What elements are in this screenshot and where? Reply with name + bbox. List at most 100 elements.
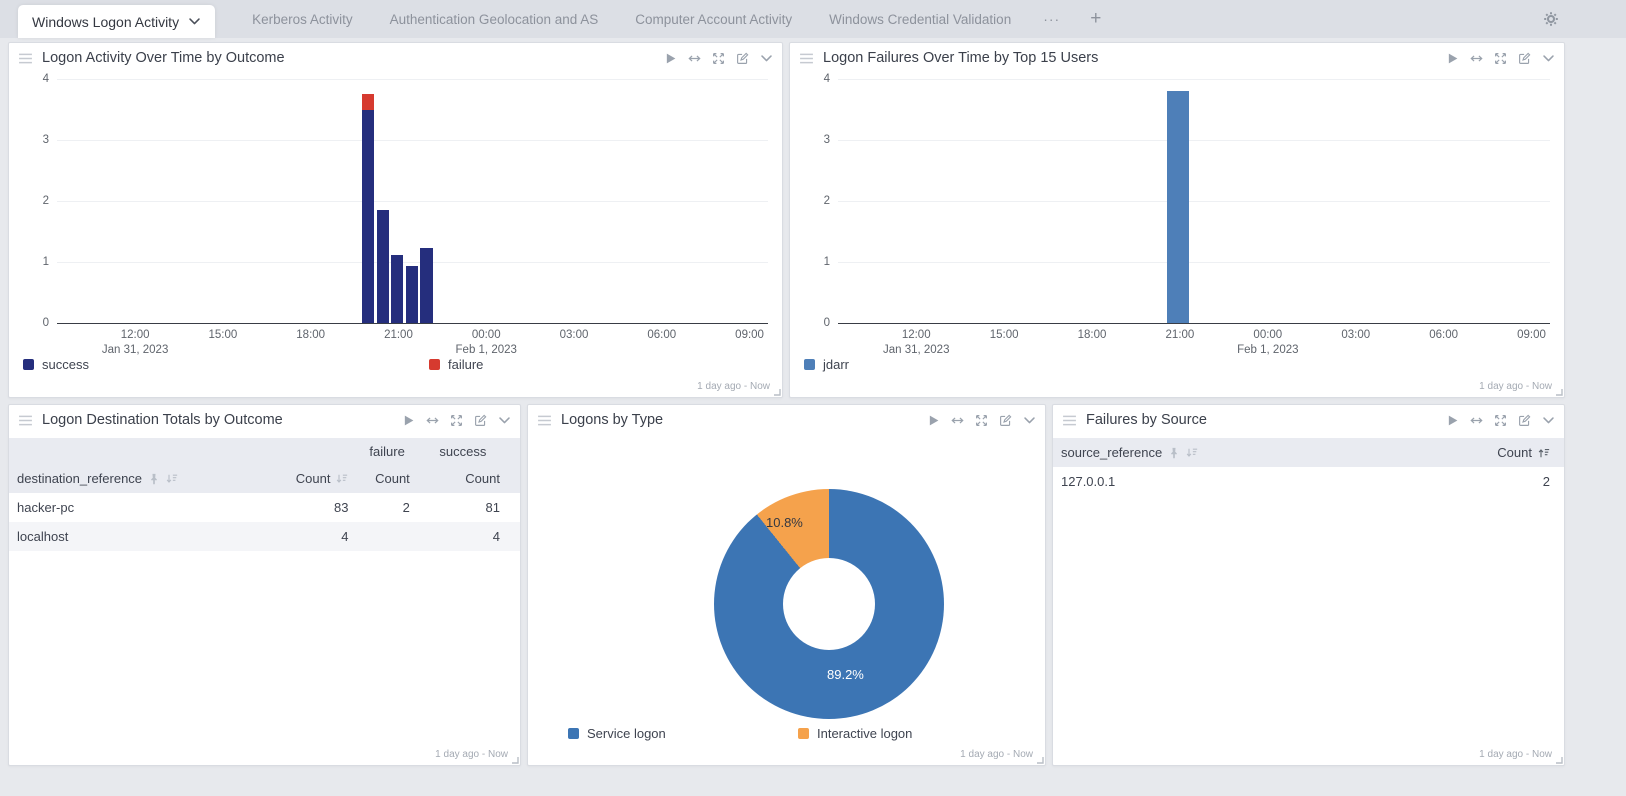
resize-handle-icon[interactable]	[1555, 388, 1563, 396]
expand-horizontal-icon[interactable]	[1470, 414, 1483, 427]
expand-horizontal-icon[interactable]	[688, 52, 701, 65]
gridline	[57, 140, 768, 141]
bar-segment-failure[interactable]	[362, 94, 374, 109]
panel-title: Logon Failures Over Time by Top 15 Users	[823, 50, 1098, 66]
add-tab-button[interactable]: +	[1090, 8, 1101, 30]
drag-handle-icon[interactable]	[799, 53, 814, 64]
panel-actions	[927, 414, 1036, 427]
plot-area	[57, 79, 768, 324]
play-icon[interactable]	[1446, 414, 1459, 427]
time-range-badge[interactable]: 1 day ago - Now	[1479, 381, 1552, 392]
sort-down-icon[interactable]	[1186, 447, 1198, 459]
legend-item-service-logon[interactable]: Service logon	[568, 726, 666, 741]
drag-handle-icon[interactable]	[18, 53, 33, 64]
gridline	[838, 140, 1550, 141]
failure-swatch	[429, 359, 440, 370]
column-header-count[interactable]: Count	[1400, 438, 1564, 467]
count-cell: 2	[1400, 467, 1564, 496]
fullscreen-icon[interactable]	[1494, 52, 1507, 65]
x-axis-tick: 12:00Jan 31, 2023	[102, 329, 169, 356]
fullscreen-icon[interactable]	[450, 414, 463, 427]
play-icon[interactable]	[927, 414, 940, 427]
tab-computer-account-activity[interactable]: Computer Account Activity	[635, 12, 792, 27]
chevron-down-icon[interactable]	[498, 414, 511, 427]
column-header-failure-count[interactable]: Count	[356, 464, 417, 493]
chevron-down-icon[interactable]	[1023, 414, 1036, 427]
legend-item-success[interactable]: success	[23, 357, 89, 372]
resize-handle-icon[interactable]	[511, 756, 519, 764]
expand-horizontal-icon[interactable]	[1470, 52, 1483, 65]
y-axis-label: 0	[19, 317, 49, 329]
expand-horizontal-icon[interactable]	[951, 414, 964, 427]
panel-title: Logon Activity Over Time by Outcome	[42, 50, 285, 66]
edit-icon[interactable]	[1518, 52, 1531, 65]
panel-logon-failures-over-time: Logon Failures Over Time by Top 15 Users…	[789, 42, 1565, 398]
count-cell: 4	[275, 522, 357, 551]
x-axis-tick: 15:00	[990, 329, 1019, 341]
time-range-badge[interactable]: 1 day ago - Now	[435, 749, 508, 760]
bar-segment-success[interactable]	[391, 255, 403, 323]
success-count-cell: 4	[418, 522, 520, 551]
drag-handle-icon[interactable]	[18, 415, 33, 426]
failures-by-source-table: source_reference Count 127.0.0.1 2	[1053, 438, 1564, 496]
x-axis-tick: 03:00	[560, 329, 589, 341]
donut-chart[interactable]: 10.8% 89.2%	[714, 489, 944, 719]
x-axis-tick: 09:00	[1517, 329, 1546, 341]
sort-down-icon[interactable]	[166, 473, 178, 485]
play-icon[interactable]	[664, 52, 677, 65]
fullscreen-icon[interactable]	[1494, 414, 1507, 427]
time-range-badge[interactable]: 1 day ago - Now	[1479, 749, 1552, 760]
column-header-destination-reference[interactable]: destination_reference	[9, 464, 275, 493]
bar-segment-success[interactable]	[420, 248, 432, 323]
pin-icon[interactable]	[148, 473, 160, 485]
panel-logons-by-type: Logons by Type 10.8% 89.2% Service logon…	[527, 404, 1046, 766]
bar-segment-success[interactable]	[406, 266, 418, 323]
bar-segment-jdarr[interactable]	[1167, 91, 1189, 323]
fullscreen-icon[interactable]	[712, 52, 725, 65]
sort-down-icon[interactable]	[336, 473, 348, 485]
sort-up-icon[interactable]	[1538, 447, 1550, 459]
service-logon-swatch	[568, 728, 579, 739]
legend-item-jdarr[interactable]: jdarr	[804, 357, 849, 372]
destination-totals-table: failure success destination_reference Co…	[9, 438, 520, 551]
tab-authentication-geolocation[interactable]: Authentication Geolocation and AS	[390, 12, 599, 27]
time-range-badge[interactable]: 1 day ago - Now	[960, 749, 1033, 760]
resize-handle-icon[interactable]	[1555, 756, 1563, 764]
chevron-down-icon[interactable]	[760, 52, 773, 65]
column-header-success-count[interactable]: Count	[418, 464, 520, 493]
chevron-down-icon[interactable]	[1542, 52, 1555, 65]
slice-label-interactive: 10.8%	[766, 515, 803, 530]
column-header-count[interactable]: Count	[275, 464, 357, 493]
time-range-badge[interactable]: 1 day ago - Now	[697, 381, 770, 392]
fullscreen-icon[interactable]	[975, 414, 988, 427]
y-axis-label: 3	[800, 134, 830, 146]
edit-icon[interactable]	[474, 414, 487, 427]
chevron-down-icon[interactable]	[188, 15, 201, 28]
x-axis-tick: 03:00	[1341, 329, 1370, 341]
interactive-logon-swatch	[798, 728, 809, 739]
gear-icon[interactable]	[1543, 11, 1559, 27]
legend-item-interactive-logon[interactable]: Interactive logon	[798, 726, 912, 741]
bar-segment-success[interactable]	[362, 110, 374, 324]
dashboard-tab-bar: Windows Logon Activity Kerberos Activity…	[0, 0, 1626, 38]
resize-handle-icon[interactable]	[773, 388, 781, 396]
legend-item-failure[interactable]: failure	[429, 357, 483, 372]
pin-icon[interactable]	[1168, 447, 1180, 459]
drag-handle-icon[interactable]	[1062, 415, 1077, 426]
edit-icon[interactable]	[1518, 414, 1531, 427]
play-icon[interactable]	[402, 414, 415, 427]
x-axis-tick: 15:00	[209, 329, 238, 341]
expand-horizontal-icon[interactable]	[426, 414, 439, 427]
tab-windows-credential-validation[interactable]: Windows Credential Validation	[829, 12, 1011, 27]
edit-icon[interactable]	[999, 414, 1012, 427]
resize-handle-icon[interactable]	[1036, 756, 1044, 764]
tab-overflow-button[interactable]: ···	[1043, 11, 1060, 27]
play-icon[interactable]	[1446, 52, 1459, 65]
tab-windows-logon-activity[interactable]: Windows Logon Activity	[18, 5, 215, 38]
tab-kerberos-activity[interactable]: Kerberos Activity	[252, 12, 353, 27]
drag-handle-icon[interactable]	[537, 415, 552, 426]
column-header-source-reference[interactable]: source_reference	[1053, 438, 1400, 467]
edit-icon[interactable]	[736, 52, 749, 65]
chevron-down-icon[interactable]	[1542, 414, 1555, 427]
bar-segment-success[interactable]	[377, 210, 389, 323]
